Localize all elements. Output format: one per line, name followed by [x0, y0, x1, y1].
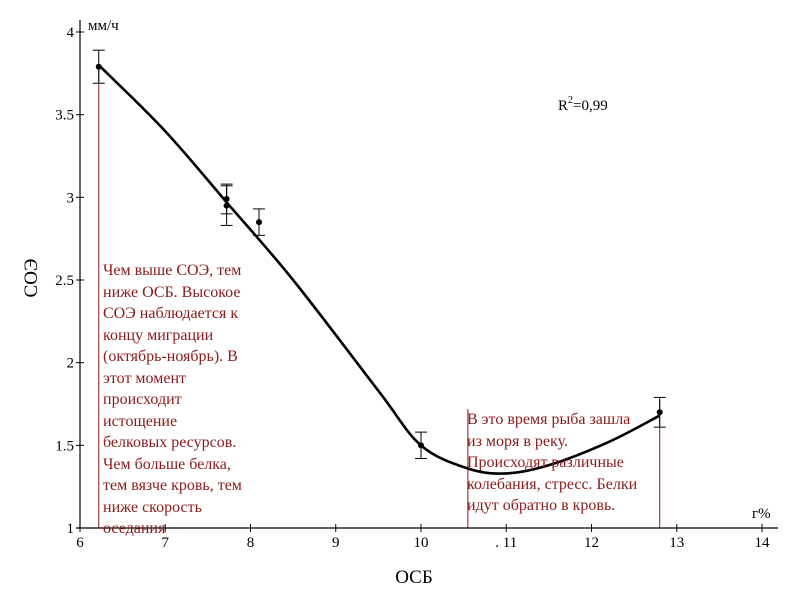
y-tick-label: 1	[67, 521, 75, 537]
y-ticks: 1 1.5 2 2.5 3 3.5 4	[55, 25, 84, 537]
data-point	[223, 202, 230, 209]
y-axis-title: СОЭ	[21, 259, 42, 298]
x-tick-label: 9	[332, 535, 340, 551]
y-tick-label: 2	[67, 356, 75, 372]
y-tick-label: 3	[67, 190, 75, 206]
y-tick-label: 4	[67, 25, 75, 41]
y-unit-label: мм/ч	[88, 18, 119, 34]
data-point	[418, 442, 424, 449]
x-tick-label: 13	[669, 535, 684, 551]
data-point	[256, 219, 263, 226]
r-squared-label: R2=0,99	[558, 95, 608, 114]
x-tick-label: . 11	[495, 535, 517, 551]
x-tick-label: 7	[162, 535, 170, 551]
fit-curve	[97, 64, 661, 475]
y-tick-label: 1.5	[55, 438, 74, 454]
data-points	[92, 49, 666, 460]
x-tick-label: 8	[247, 535, 255, 551]
y-tick-label: 3.5	[55, 108, 74, 124]
annotation-right: В это время рыба зашла из моря в реку. П…	[467, 411, 638, 514]
data-point	[95, 63, 102, 70]
x-tick-label: 6	[76, 535, 84, 551]
x-tick-label: 12	[584, 535, 599, 551]
data-point	[656, 409, 663, 416]
x-axis-title: ОСБ	[395, 567, 433, 588]
annotation-left: Чем выше СОЭ, тем ниже ОСБ. Высокое СОЭ …	[103, 262, 242, 537]
y-tick-label: 2.5	[55, 273, 74, 289]
axes	[76, 20, 778, 529]
x-ticks: 6 7 8 9 10 . 11 12 13 14	[76, 524, 770, 551]
x-tick-label: 14	[755, 535, 771, 551]
x-unit-label: г%	[752, 506, 771, 522]
x-tick-label: 10	[414, 535, 429, 551]
